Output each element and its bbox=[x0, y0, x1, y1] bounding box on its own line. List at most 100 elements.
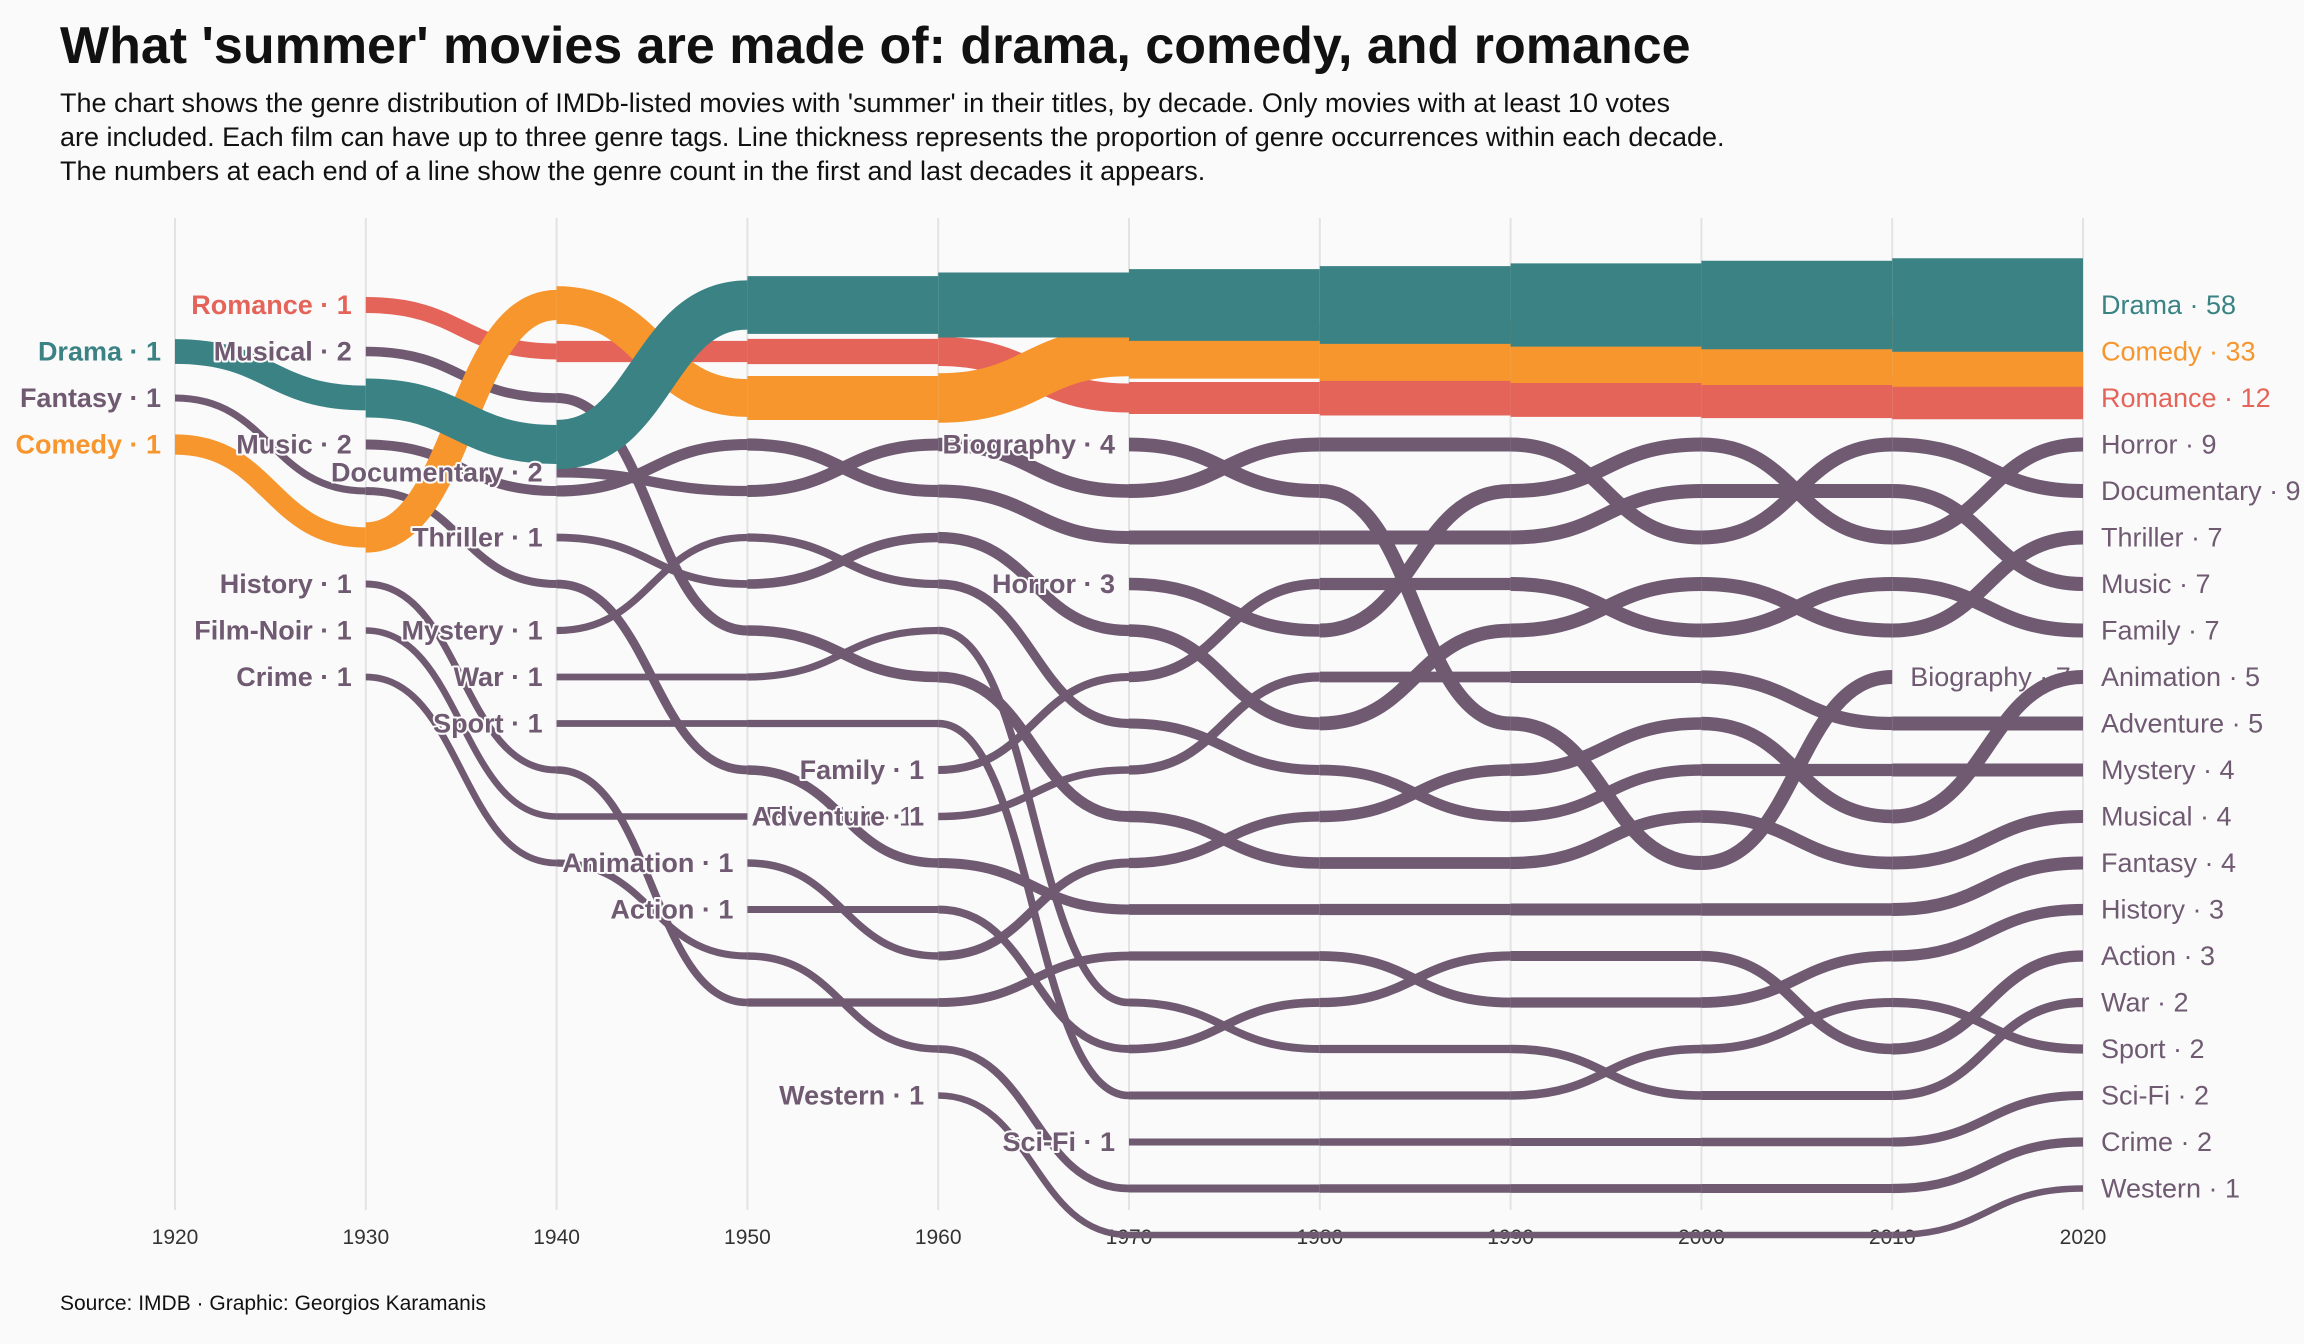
ribbon-documentary-1 bbox=[747, 438, 939, 498]
ribbon-documentary-2 bbox=[938, 437, 1130, 498]
ribbon-family-1 bbox=[1128, 578, 1320, 683]
label-end-fantasy: Fantasy · 4 bbox=[2101, 848, 2236, 878]
chart-subtitle: The chart shows the genre distribution o… bbox=[60, 88, 1725, 186]
label-start-western: Western · 1 bbox=[779, 1081, 924, 1111]
x-tick-2020: 2020 bbox=[2060, 1226, 2107, 1249]
label-start-mystery: Mystery · 1 bbox=[402, 616, 543, 646]
label-end-drama: Drama · 58 bbox=[2101, 290, 2236, 320]
label-end-thriller: Thriller · 7 bbox=[2101, 523, 2223, 553]
label-end-war: War · 2 bbox=[2101, 988, 2189, 1018]
ribbon-crime-3 bbox=[938, 1045, 1130, 1193]
ribbon-animation-6 bbox=[1891, 670, 2084, 824]
ribbon-mystery-2 bbox=[938, 579, 1130, 729]
ribbon-thriller-2 bbox=[938, 531, 1130, 637]
label-start-crime: Crime · 1 bbox=[236, 662, 352, 692]
ribbon-history-0 bbox=[365, 580, 557, 774]
ribbon-fantasy-1 bbox=[365, 487, 557, 588]
ribbon-family-4 bbox=[1701, 577, 1893, 638]
genre-ribbons bbox=[174, 258, 2084, 1239]
ribbon-mystery-3 bbox=[1128, 718, 1320, 776]
ribbon-fantasy-4 bbox=[938, 857, 1130, 915]
ribbon-adventure-1 bbox=[1128, 672, 1320, 775]
ribbon-romance-0 bbox=[365, 297, 557, 360]
genre-labels: Western · 1 Western · 1 Film-Noir · 1 Film-… bbox=[13, 288, 2301, 1204]
ribbon-musical-8 bbox=[1892, 809, 2084, 870]
ribbon-fantasy-9 bbox=[1892, 856, 2084, 916]
label-end-action: Action · 3 bbox=[2101, 941, 2215, 971]
ribbon-documentary-6 bbox=[1701, 437, 1893, 545]
ribbon-documentary-5 bbox=[1510, 437, 1702, 545]
label-start-drama: Drama · 1 bbox=[38, 337, 161, 367]
label-start-family: Family · 1 bbox=[800, 755, 925, 785]
ribbon-animation-0 bbox=[747, 859, 939, 960]
chart-caption: Source: IMDB · Graphic: Georgios Karaman… bbox=[60, 1292, 486, 1315]
ribbon-western-5 bbox=[1892, 1185, 2084, 1239]
ribbon-biography-1 bbox=[1319, 484, 1512, 731]
ribbon-family-5 bbox=[1892, 577, 2084, 638]
ribbon-fantasy-3 bbox=[747, 765, 939, 868]
label-end-western: Western · 1 bbox=[2101, 1174, 2240, 1204]
label-end-adventure: Adventure · 5 bbox=[2101, 709, 2263, 739]
label-start-horror: Horror · 3 bbox=[992, 569, 1115, 599]
ribbon-thriller-7 bbox=[1892, 530, 2084, 638]
ribbon-sport-6 bbox=[1701, 998, 1893, 1054]
label-end-biography: Biography · 7 bbox=[1910, 662, 2071, 692]
x-tick-1950: 1950 bbox=[724, 1226, 771, 1249]
label-end-animation: Animation · 5 bbox=[2101, 662, 2260, 692]
ribbon-sport-5 bbox=[1510, 1044, 1702, 1100]
ribbon-adventure-0 bbox=[938, 766, 1130, 821]
label-end-crime: Crime · 2 bbox=[2101, 1127, 2212, 1157]
label-start-war: War · 1 bbox=[454, 662, 543, 692]
ribbon-music-0 bbox=[365, 439, 557, 496]
label-start-adventure: Adventure · 1 bbox=[752, 802, 925, 832]
label-start-comedy: Comedy · 1 bbox=[15, 430, 161, 460]
ribbon-animation-3 bbox=[1319, 764, 1511, 823]
ribbon-drama-0 bbox=[174, 339, 366, 411]
ribbon-documentary-3 bbox=[1128, 437, 1320, 498]
label-end-mystery: Mystery · 4 bbox=[2101, 755, 2235, 785]
ribbon-fantasy-0 bbox=[174, 394, 366, 495]
label-end-history: History · 3 bbox=[2101, 895, 2224, 925]
ribbon-music-6 bbox=[1510, 484, 1702, 545]
label-end-family: Family · 7 bbox=[2101, 616, 2220, 646]
x-tick-1920: 1920 bbox=[152, 1226, 199, 1249]
label-start-musical: Musical · 2 bbox=[214, 337, 352, 367]
label-start-sport: Sport · 1 bbox=[433, 709, 543, 739]
label-end-horror: Horror · 9 bbox=[2101, 430, 2217, 460]
ribbon-comedy-0 bbox=[174, 434, 367, 548]
ribbon-sci-fi-4 bbox=[1892, 1090, 2084, 1147]
ribbon-musical-2 bbox=[747, 625, 939, 683]
label-end-documentary: Documentary · 9 bbox=[2101, 476, 2301, 506]
ribbon-family-3 bbox=[1510, 577, 1702, 638]
ribbon-music-1 bbox=[556, 438, 748, 497]
label-start-fantasy: Fantasy · 1 bbox=[20, 383, 161, 413]
ribbon-western-0 bbox=[938, 1092, 1130, 1239]
ribbon-thriller-4 bbox=[1319, 623, 1511, 731]
ribbon-drama-1 bbox=[365, 378, 557, 464]
ribbon-biography-2 bbox=[1510, 716, 1702, 870]
ribbon-musical-3 bbox=[938, 671, 1130, 822]
ribbon-documentary-0 bbox=[556, 467, 748, 497]
ribbon-horror-4 bbox=[1892, 437, 2084, 545]
ribbon-crime-8 bbox=[1892, 1137, 2084, 1194]
label-end-musical: Musical · 4 bbox=[2101, 802, 2232, 832]
ribbon-film-noir-0 bbox=[365, 627, 557, 820]
ribbon-war-2 bbox=[937, 626, 1130, 1007]
label-start-sci-fi: Sci-Fi · 1 bbox=[1002, 1127, 1115, 1157]
ribbon-biography-3 bbox=[1700, 670, 1893, 870]
ribbon-music-3 bbox=[938, 484, 1130, 545]
ribbon-history-8 bbox=[1892, 903, 2084, 962]
ribbon-sport-7 bbox=[1892, 997, 2084, 1054]
label-start-music: Music · 2 bbox=[236, 430, 352, 460]
label-end-comedy: Comedy · 33 bbox=[2101, 337, 2256, 367]
ribbon-adventure-4 bbox=[1701, 670, 1893, 731]
ribbon-action-5 bbox=[1701, 950, 1893, 1055]
ribbon-family-0 bbox=[938, 672, 1130, 775]
ribbon-mystery-0 bbox=[556, 533, 748, 635]
label-start-biography: Biography · 4 bbox=[942, 430, 1115, 460]
label-start-action: Action · 1 bbox=[610, 895, 733, 925]
label-start-history: History · 1 bbox=[220, 569, 352, 599]
ribbon-action-3 bbox=[1319, 951, 1511, 1008]
ribbon-animation-1 bbox=[938, 858, 1130, 961]
